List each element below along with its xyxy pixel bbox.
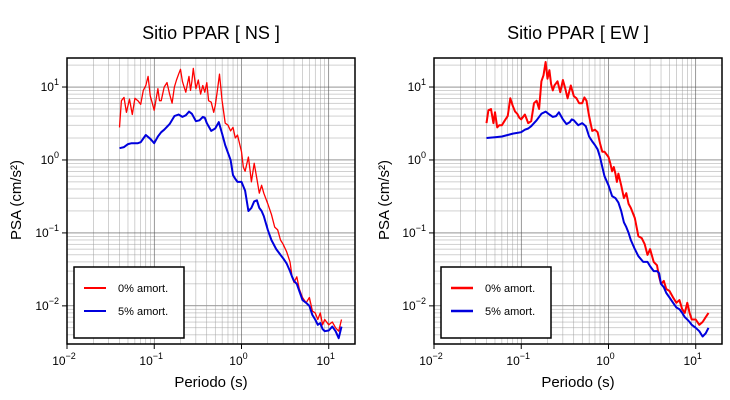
grid: [433, 58, 723, 345]
tick-label: 10−2: [35, 296, 59, 313]
y-axis-label: PSA (cm/s²): [376, 160, 393, 240]
tick-label: 100: [229, 351, 247, 368]
plot-frame: [433, 57, 723, 345]
tick-label: 101: [41, 77, 59, 94]
tick-label: 10−2: [419, 351, 443, 368]
chart-panel-ns: Sitio PPAR [ NS ] 10−2 10−1 100 101 10−2 10−1…: [8, 23, 356, 391]
legend-box: [440, 266, 552, 339]
tick-label: 10−2: [52, 351, 76, 368]
series-layer: [118, 67, 343, 340]
legend-label-damped: 5% amort.: [118, 306, 168, 318]
tick-label: 101: [317, 351, 335, 368]
tick-label: 101: [684, 351, 702, 368]
tick-label: 10−1: [402, 223, 426, 240]
legend-label-undamped: 0% amort.: [118, 283, 168, 295]
series-layer: [485, 61, 710, 338]
tick-label: 10−1: [506, 351, 530, 368]
y-axis-label: PSA (cm/s²): [8, 160, 25, 240]
tick-label: 100: [41, 150, 59, 167]
chart-title: Sitio PPAR [ NS ]: [142, 23, 280, 43]
tick-label: 10−2: [402, 296, 426, 313]
series-line-undamped: [485, 61, 710, 326]
chart-title: Sitio PPAR [ EW ]: [507, 23, 649, 43]
plot-frame: [66, 57, 356, 345]
tick-label: 10−1: [139, 351, 163, 368]
series-line-damped: [486, 110, 710, 338]
chart-panel-ew: Sitio PPAR [ EW ] 10−2 10−1 100 101 10−2 10−1…: [376, 23, 723, 391]
legend-label-damped: 5% amort.: [485, 306, 535, 318]
legend: 0% amort. 5% amort.: [73, 266, 185, 339]
legend: 0% amort. 5% amort.: [440, 266, 552, 339]
x-axis-label: Periodo (s): [541, 374, 614, 391]
series-line-undamped: [118, 67, 343, 332]
legend-box: [73, 266, 185, 339]
legend-label-undamped: 0% amort.: [485, 283, 535, 295]
tick-label: 100: [408, 150, 426, 167]
tick-label: 101: [408, 77, 426, 94]
series-line-damped: [119, 110, 343, 340]
x-axis-label: Periodo (s): [174, 374, 247, 391]
tick-label: 10−1: [35, 223, 59, 240]
tick-label: 100: [596, 351, 614, 368]
